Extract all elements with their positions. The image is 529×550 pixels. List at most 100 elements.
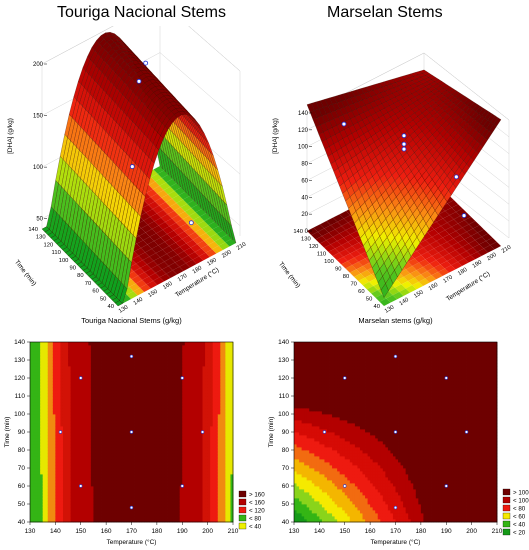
x-tick-label: 190 <box>177 528 188 535</box>
temp-tick-label: 200 <box>486 252 497 262</box>
design-point <box>444 484 448 488</box>
time-axis-label: Time (min) <box>277 261 301 290</box>
ms-surface-title: Marselan Stems <box>327 4 443 21</box>
legend-swatch <box>502 488 511 496</box>
design-point <box>58 430 63 434</box>
y-tick-label: 110 <box>15 393 26 400</box>
design-point <box>129 430 134 434</box>
contour-title: Marselan stems (g/kg) <box>358 316 433 325</box>
legend-swatch <box>502 520 511 528</box>
time-tick-label: 40 <box>374 304 380 310</box>
y-tick-label: 80 <box>282 447 290 454</box>
time-tick-label: 60 <box>358 289 364 295</box>
design-point <box>129 354 134 359</box>
legend-swatch <box>238 498 247 506</box>
experimental-point <box>129 164 135 169</box>
y-tick-label: 50 <box>18 501 26 508</box>
x-tick-label: 130 <box>25 528 36 535</box>
legend-label: < 40 <box>513 521 526 528</box>
temp-tick-label: 140 <box>133 297 144 307</box>
y-tick-label: 60 <box>18 483 26 490</box>
time-tick-label: 90 <box>335 267 341 273</box>
z-axis-label: [DHA] (g/kg) <box>272 118 279 154</box>
y-axis-label: Time (min) <box>268 417 275 448</box>
legend-label: < 160 <box>249 499 265 506</box>
temp-tick-label: 210 <box>236 241 247 251</box>
z-tick-label: 120 <box>298 128 309 134</box>
z-tick-label: 50 <box>36 217 43 223</box>
y-tick-label: 120 <box>14 375 25 382</box>
x-tick-label: 150 <box>339 528 350 535</box>
time-axis-label: Time (min) <box>13 259 37 288</box>
time-tick-label: 100 <box>324 259 334 265</box>
z-axis-label: [DHA] (g/kg) <box>7 118 14 154</box>
time-tick-label: 60 <box>92 289 98 295</box>
y-tick-label: 90 <box>282 429 290 436</box>
experimental-point <box>461 213 467 218</box>
time-tick-label: 130 <box>36 235 46 241</box>
y-tick-label: 80 <box>18 447 26 454</box>
y-tick-label: 70 <box>18 465 26 472</box>
contour-field <box>30 342 234 523</box>
experimental-point <box>453 174 459 180</box>
time-tick-label: 90 <box>70 266 76 272</box>
x-tick-label: 160 <box>365 528 376 535</box>
time-tick-label: 40 <box>108 304 114 310</box>
x-axis-label: Temperature (°C) <box>107 538 157 546</box>
temp-tick-label: 130 <box>384 304 395 314</box>
design-point <box>129 505 134 510</box>
time-tick-label: 100 <box>59 258 69 264</box>
experimental-point <box>136 78 142 84</box>
legend-swatch <box>502 528 511 536</box>
z-tick-label: 20 <box>301 212 308 218</box>
time-tick-label: 50 <box>100 296 106 302</box>
y-tick-label: 90 <box>18 429 26 436</box>
time-tick-label: 110 <box>52 250 61 256</box>
y-axis-label: Time (min) <box>4 417 11 448</box>
design-point <box>444 376 448 380</box>
z-tick-label: 80 <box>301 162 308 168</box>
experimental-point <box>401 146 407 152</box>
design-point <box>464 430 469 434</box>
legend-label: < 80 <box>513 505 526 512</box>
temp-tick-label: 170 <box>442 274 453 284</box>
temp-tick-label: 140 <box>399 297 410 307</box>
y-tick-label: 100 <box>278 411 289 418</box>
x-tick-label: 140 <box>314 528 325 535</box>
temp-tick-label: 180 <box>192 265 203 275</box>
x-tick-label: 210 <box>228 528 239 535</box>
y-tick-label: 60 <box>282 483 290 490</box>
design-point <box>393 505 398 510</box>
x-tick-label: 140 <box>50 528 61 535</box>
temp-tick-label: 160 <box>428 282 439 292</box>
design-point <box>393 430 398 434</box>
experimental-point <box>401 141 407 147</box>
y-tick-label: 70 <box>282 465 290 472</box>
legend-swatch <box>238 506 247 514</box>
y-tick-label: 140 <box>14 339 25 346</box>
design-point <box>180 484 184 488</box>
design-point <box>79 484 83 488</box>
design-point <box>343 484 347 488</box>
experimental-point <box>401 133 407 139</box>
time-tick-label: 50 <box>366 297 372 303</box>
legend-label: < 120 <box>249 507 265 514</box>
temp-tick-label: 180 <box>457 267 468 277</box>
x-tick-label: 200 <box>202 528 213 535</box>
x-tick-label: 130 <box>289 528 300 535</box>
time-tick-label: 120 <box>44 242 54 248</box>
legend-label: > 100 <box>513 489 529 496</box>
temp-tick-label: 200 <box>221 249 232 259</box>
y-tick-label: 40 <box>282 519 290 526</box>
temp-tick-label: 160 <box>162 281 173 291</box>
temp-tick-label: 210 <box>501 244 512 254</box>
temperature-axis-label: Temperature (°C) <box>445 270 492 303</box>
temp-tick-label: 190 <box>206 257 217 267</box>
design-point <box>180 376 184 380</box>
temp-tick-label: 150 <box>147 289 158 299</box>
surface-mesh <box>306 69 502 298</box>
legend-swatch <box>502 496 511 504</box>
contour-title: Touriga Nacional Stems (g/kg) <box>81 316 182 325</box>
y-tick-label: 130 <box>278 357 289 364</box>
